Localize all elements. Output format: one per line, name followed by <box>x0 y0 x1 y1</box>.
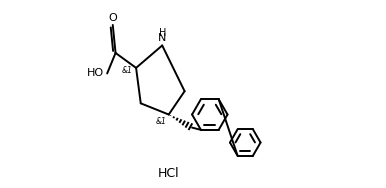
Text: &1: &1 <box>121 66 132 75</box>
Text: HO: HO <box>87 68 104 78</box>
Text: HCl: HCl <box>158 167 179 180</box>
Text: N: N <box>158 33 166 43</box>
Text: O: O <box>108 13 117 23</box>
Text: H: H <box>159 28 166 38</box>
Text: &1: &1 <box>156 117 167 126</box>
